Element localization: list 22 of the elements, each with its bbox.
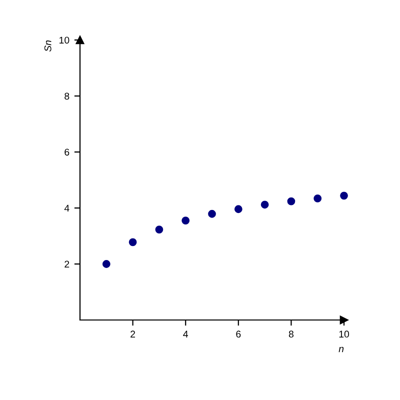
point <box>234 205 242 214</box>
x-tick-label: 2 <box>130 330 136 338</box>
x-tick-label: 6 <box>236 330 241 338</box>
x-tick-label: 10 <box>339 330 350 338</box>
y-tick-label: 8 <box>64 92 70 100</box>
x-tick-label: 4 <box>183 330 188 338</box>
point <box>128 238 137 246</box>
y-axis-title: Sn <box>44 40 52 52</box>
point <box>208 210 216 218</box>
point <box>287 197 296 206</box>
point <box>314 194 322 202</box>
y-tick-label: 4 <box>64 204 70 212</box>
point <box>340 192 348 200</box>
x-axis-title: n <box>338 346 344 352</box>
y-tick-label: 2 <box>64 260 70 268</box>
point <box>102 260 110 268</box>
point <box>155 226 164 234</box>
x-tick-label: 8 <box>288 330 294 338</box>
point <box>260 200 269 209</box>
y-tick-label: 6 <box>64 148 70 156</box>
point <box>182 216 190 225</box>
y-tick-label: 10 <box>60 36 70 44</box>
